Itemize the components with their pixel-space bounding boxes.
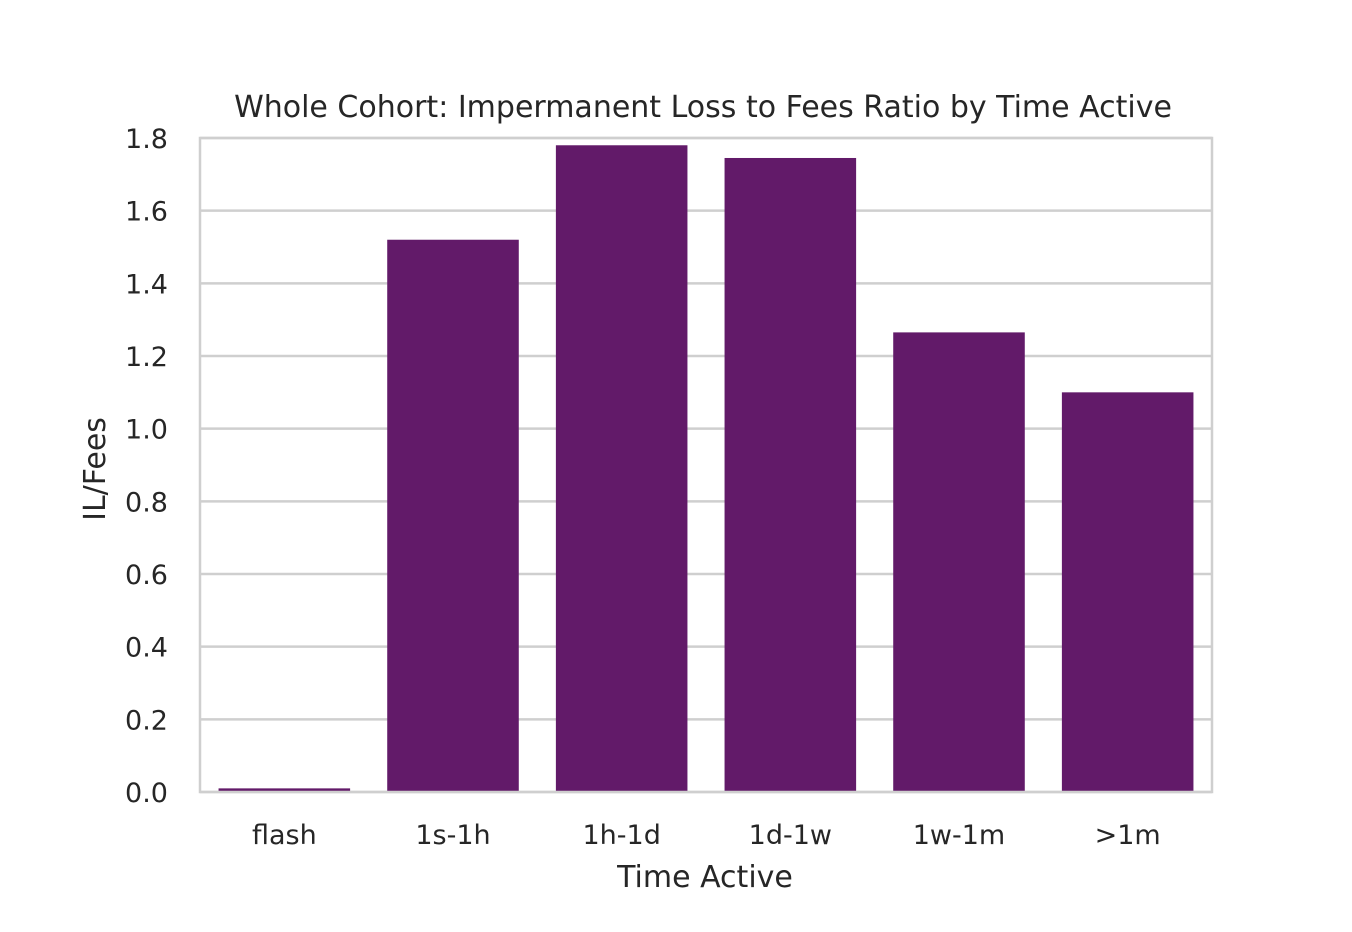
bar [218, 788, 351, 792]
bars [218, 145, 1194, 792]
y-tick-label: 0.8 [125, 487, 168, 518]
y-tick-label: 1.6 [125, 197, 168, 228]
bar [893, 332, 1025, 792]
plot-frame [198, 136, 1214, 794]
bar [387, 239, 519, 792]
bar [724, 157, 857, 792]
x-tick-labels: flash 1s-1h 1h-1d 1d-1w 1w-1m >1m [252, 820, 1161, 851]
x-tick-label: >1m [1095, 820, 1161, 851]
x-tick-label: flash [252, 820, 317, 851]
chart-title: Whole Cohort: Impermanent Loss to Fees R… [234, 90, 1172, 125]
x-tick-label: 1h-1d [582, 820, 660, 851]
y-tick-label: 0.6 [125, 560, 168, 591]
y-tick-label: 0.2 [125, 705, 168, 736]
gridlines [200, 136, 1212, 794]
bar [1061, 392, 1194, 792]
x-tick-label: 1s-1h [415, 820, 490, 851]
y-tick-label: 1.2 [125, 342, 168, 373]
y-tick-label: 1.4 [125, 269, 168, 300]
y-tick-labels: 0.0 0.2 0.4 0.6 0.8 1.0 1.2 1.4 1.6 1.8 [125, 124, 168, 809]
x-tick-label: 1d-1w [749, 820, 832, 851]
bar [555, 145, 688, 792]
x-tick-label: 1w-1m [913, 820, 1005, 851]
y-tick-label: 1.8 [125, 124, 168, 155]
y-tick-label: 1.0 [125, 415, 168, 446]
y-tick-label: 0.0 [125, 778, 168, 809]
y-tick-label: 0.4 [125, 633, 168, 664]
x-axis-label: Time Active [616, 860, 793, 895]
y-axis-label: IL/Fees [78, 417, 113, 521]
